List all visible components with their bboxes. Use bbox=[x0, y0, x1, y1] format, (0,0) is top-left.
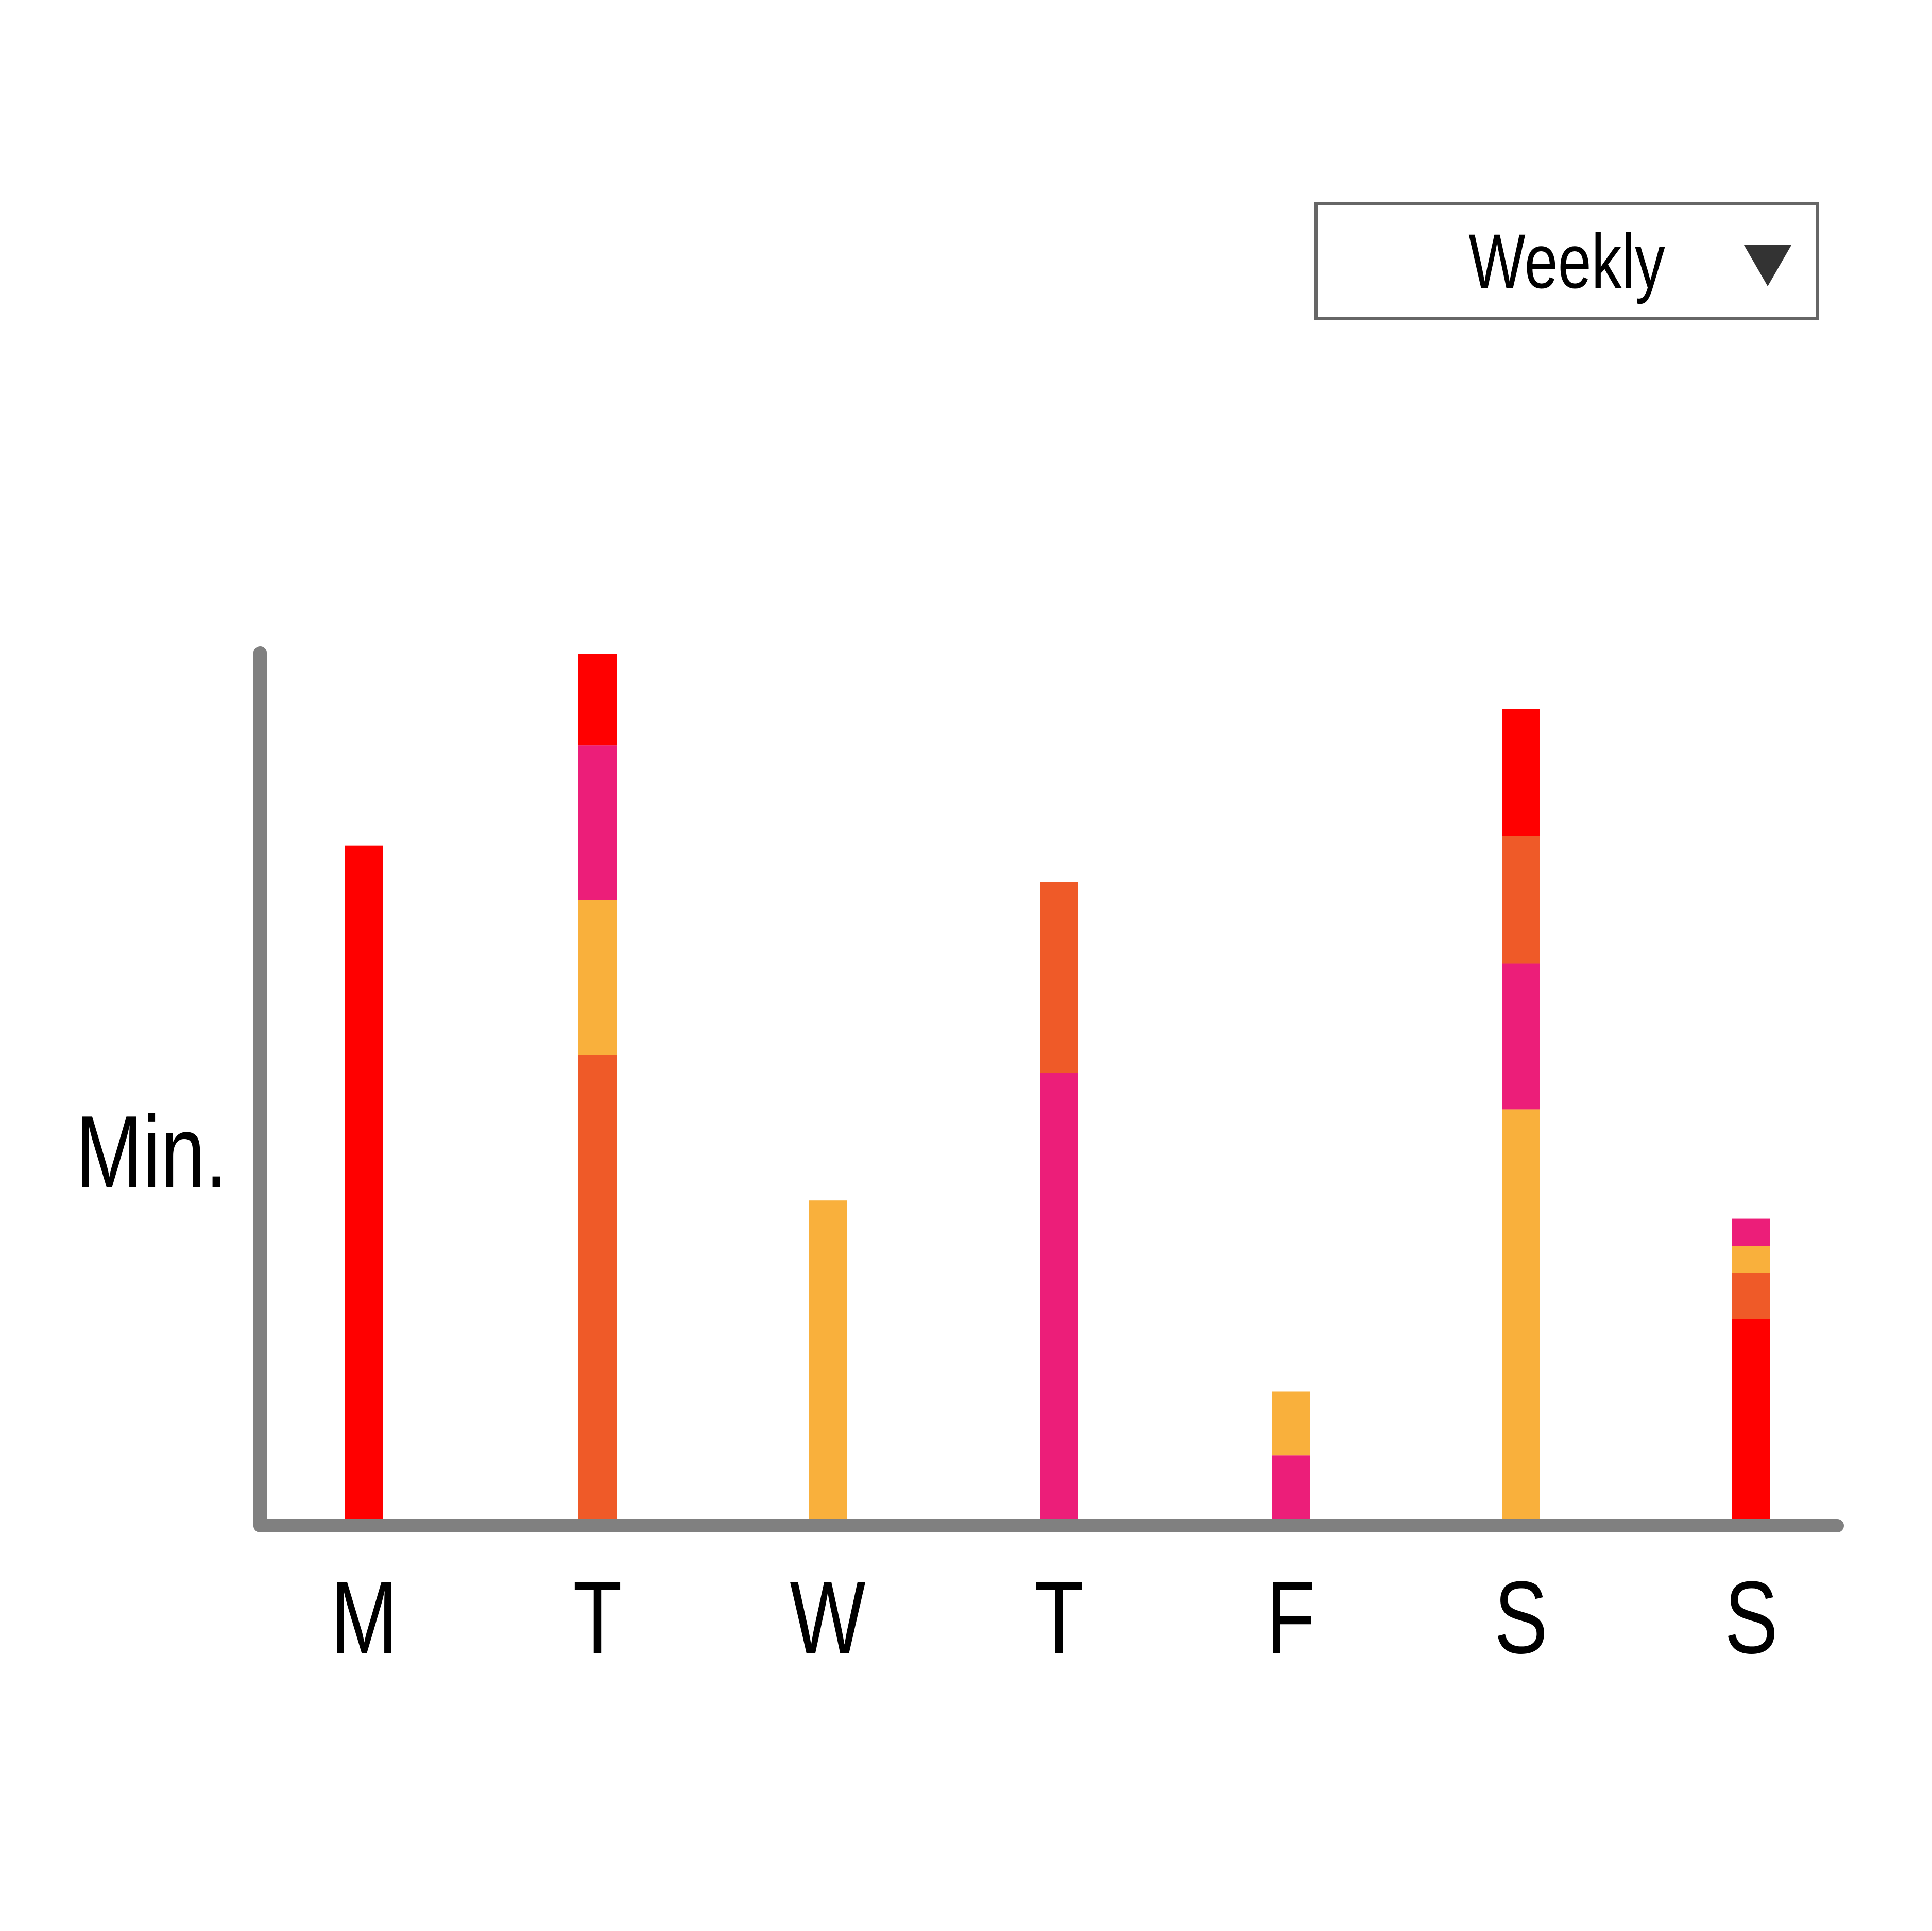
x-tick-label: F bbox=[1266, 1560, 1315, 1675]
bar-segment bbox=[1040, 882, 1078, 1073]
bar-segment bbox=[1502, 836, 1540, 964]
bar-segment bbox=[1272, 1455, 1310, 1519]
bar-segment bbox=[578, 654, 617, 746]
x-tick-label-group: S bbox=[1494, 1560, 1548, 1675]
period-dropdown[interactable]: Weekly bbox=[1314, 202, 1819, 320]
bars-layer bbox=[345, 654, 1770, 1519]
x-tick-label: T bbox=[1034, 1560, 1083, 1675]
x-tick-label: S bbox=[1724, 1560, 1778, 1675]
x-tick-label-group: F bbox=[1266, 1560, 1315, 1675]
bar-segment bbox=[1272, 1391, 1310, 1456]
bar-segment bbox=[578, 900, 617, 1055]
x-tick-label: S bbox=[1494, 1560, 1548, 1675]
bar-segment bbox=[1502, 963, 1540, 1110]
x-tick-label-group: M bbox=[331, 1560, 398, 1675]
x-tick-label: W bbox=[790, 1560, 865, 1675]
bar-segment bbox=[578, 1055, 617, 1519]
bar-segment bbox=[1732, 1246, 1770, 1273]
bar-segment bbox=[1502, 1109, 1540, 1519]
x-tick-label: T bbox=[573, 1560, 622, 1675]
x-tick-label-group: S bbox=[1724, 1560, 1778, 1675]
bar-segment bbox=[809, 1200, 847, 1519]
x-tick-label-group: T bbox=[573, 1560, 622, 1675]
bar-segment bbox=[1502, 709, 1540, 836]
bar-segment bbox=[578, 745, 617, 900]
y-axis-label-group: Min. bbox=[76, 1095, 228, 1210]
bar-segment bbox=[1040, 1073, 1078, 1519]
bar-segment bbox=[1732, 1218, 1770, 1246]
x-tick-label-group: T bbox=[1034, 1560, 1083, 1675]
y-axis-label: Min. bbox=[76, 1095, 228, 1210]
bar-segment bbox=[1732, 1319, 1770, 1519]
period-dropdown-value: Weekly bbox=[1468, 217, 1665, 304]
x-tick-label-group: W bbox=[790, 1560, 865, 1675]
bar-segment bbox=[1732, 1273, 1770, 1319]
triangle-down-icon bbox=[1744, 245, 1791, 286]
x-tick-label: M bbox=[331, 1560, 398, 1675]
bar-segment bbox=[345, 845, 383, 1519]
